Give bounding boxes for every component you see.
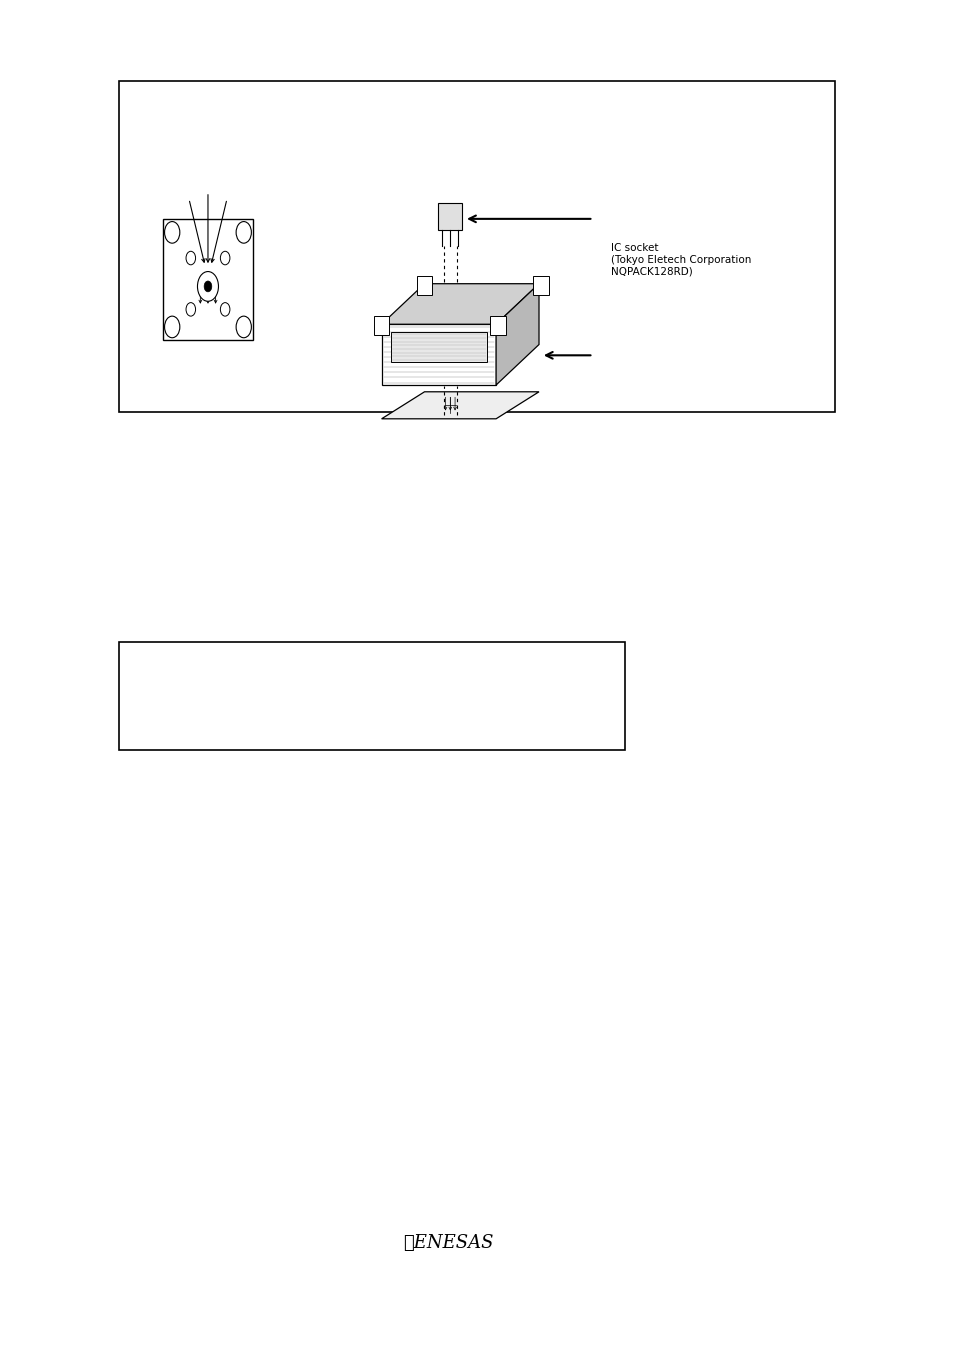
Circle shape xyxy=(186,303,195,316)
Circle shape xyxy=(204,281,212,292)
Bar xyxy=(119,642,624,750)
Bar xyxy=(437,203,461,230)
Polygon shape xyxy=(381,392,538,419)
Bar xyxy=(416,276,432,295)
Circle shape xyxy=(220,251,230,265)
Circle shape xyxy=(164,316,179,338)
Bar xyxy=(374,316,389,335)
Circle shape xyxy=(164,222,179,243)
Circle shape xyxy=(186,251,195,265)
Bar xyxy=(490,316,505,335)
Bar xyxy=(533,276,548,295)
Circle shape xyxy=(236,222,252,243)
Polygon shape xyxy=(381,324,496,385)
Bar xyxy=(391,332,486,362)
Circle shape xyxy=(236,316,252,338)
Polygon shape xyxy=(496,284,538,385)
Circle shape xyxy=(220,303,230,316)
Bar xyxy=(162,219,253,340)
Circle shape xyxy=(197,272,218,301)
Text: ℛENESAS: ℛENESAS xyxy=(403,1233,493,1252)
Polygon shape xyxy=(381,284,538,324)
Text: IC socket
(Tokyo Eletech Corporation
NQPACK128RD): IC socket (Tokyo Eletech Corporation NQP… xyxy=(610,243,750,277)
Bar xyxy=(119,81,834,412)
